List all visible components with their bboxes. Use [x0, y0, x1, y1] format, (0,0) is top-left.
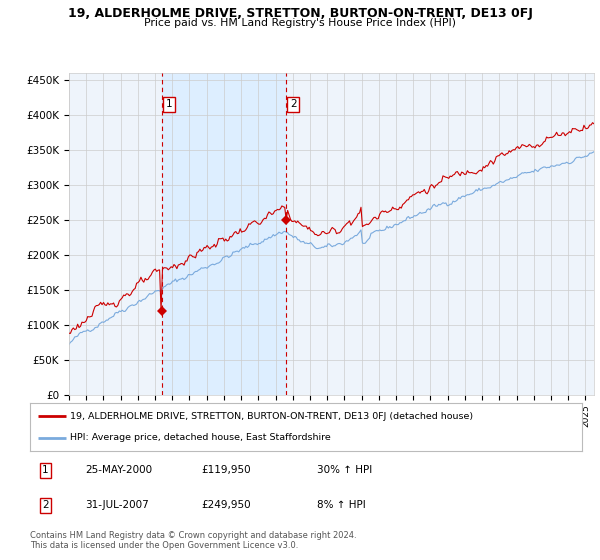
Bar: [161, 73, 286, 395]
Text: 19, ALDERHOLME DRIVE, STRETTON, BURTON-ON-TRENT, DE13 0FJ: 19, ALDERHOLME DRIVE, STRETTON, BURTON-O…: [68, 7, 532, 20]
Text: 31-JUL-2007: 31-JUL-2007: [85, 501, 149, 510]
Text: This data is licensed under the Open Government Licence v3.0.: This data is licensed under the Open Gov…: [30, 541, 298, 550]
Text: 30% ↑ HPI: 30% ↑ HPI: [317, 465, 372, 475]
Text: 2: 2: [42, 501, 49, 510]
Text: 1: 1: [166, 99, 173, 109]
Text: 19, ALDERHOLME DRIVE, STRETTON, BURTON-ON-TRENT, DE13 0FJ (detached house): 19, ALDERHOLME DRIVE, STRETTON, BURTON-O…: [70, 412, 473, 421]
Text: 2: 2: [290, 99, 296, 109]
Text: HPI: Average price, detached house, East Staffordshire: HPI: Average price, detached house, East…: [70, 433, 331, 442]
Text: 8% ↑ HPI: 8% ↑ HPI: [317, 501, 366, 510]
Text: Contains HM Land Registry data © Crown copyright and database right 2024.: Contains HM Land Registry data © Crown c…: [30, 531, 356, 540]
Text: Price paid vs. HM Land Registry's House Price Index (HPI): Price paid vs. HM Land Registry's House …: [144, 18, 456, 28]
Text: £119,950: £119,950: [201, 465, 251, 475]
Text: £249,950: £249,950: [201, 501, 251, 510]
Text: 25-MAY-2000: 25-MAY-2000: [85, 465, 152, 475]
Text: 1: 1: [42, 465, 49, 475]
